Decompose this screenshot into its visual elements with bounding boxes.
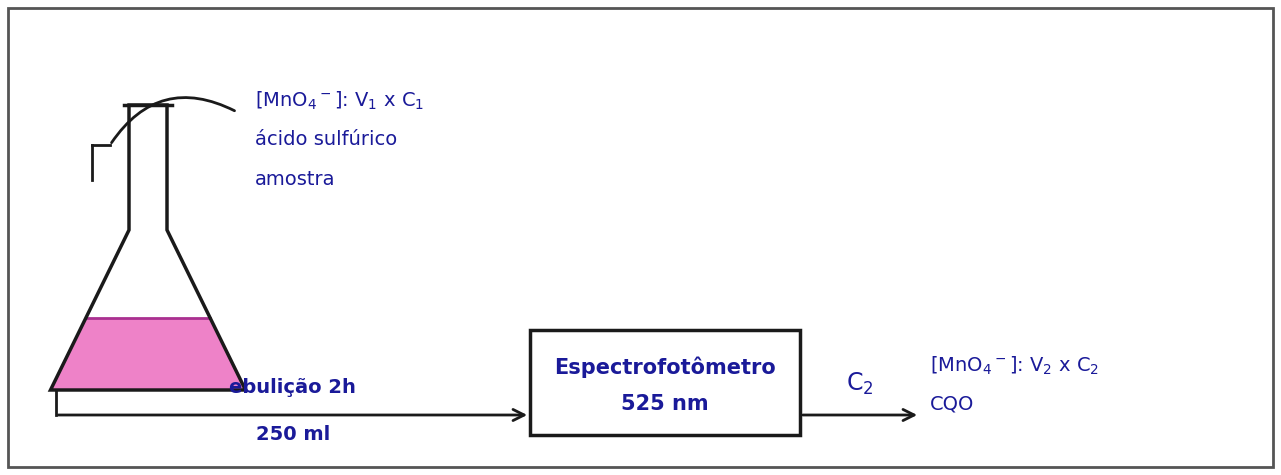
Text: CQO: CQO xyxy=(930,395,975,414)
Text: 525 nm: 525 nm xyxy=(621,393,708,414)
Polygon shape xyxy=(50,318,246,390)
Text: C$_2$: C$_2$ xyxy=(847,371,874,397)
Text: 250 ml: 250 ml xyxy=(256,425,330,444)
Text: Espectrofotômetro: Espectrofotômetro xyxy=(555,356,776,378)
Text: amostra: amostra xyxy=(255,170,336,189)
Bar xyxy=(530,330,801,435)
Text: [MnO$_4$$^-$]: V$_1$ x C$_1$: [MnO$_4$$^-$]: V$_1$ x C$_1$ xyxy=(255,90,424,112)
Text: ebulição 2h: ebulição 2h xyxy=(229,378,356,397)
Text: ácido sulfúrico: ácido sulfúrico xyxy=(255,130,397,149)
Text: [MnO$_4$$^-$]: V$_2$ x C$_2$: [MnO$_4$$^-$]: V$_2$ x C$_2$ xyxy=(930,355,1099,377)
